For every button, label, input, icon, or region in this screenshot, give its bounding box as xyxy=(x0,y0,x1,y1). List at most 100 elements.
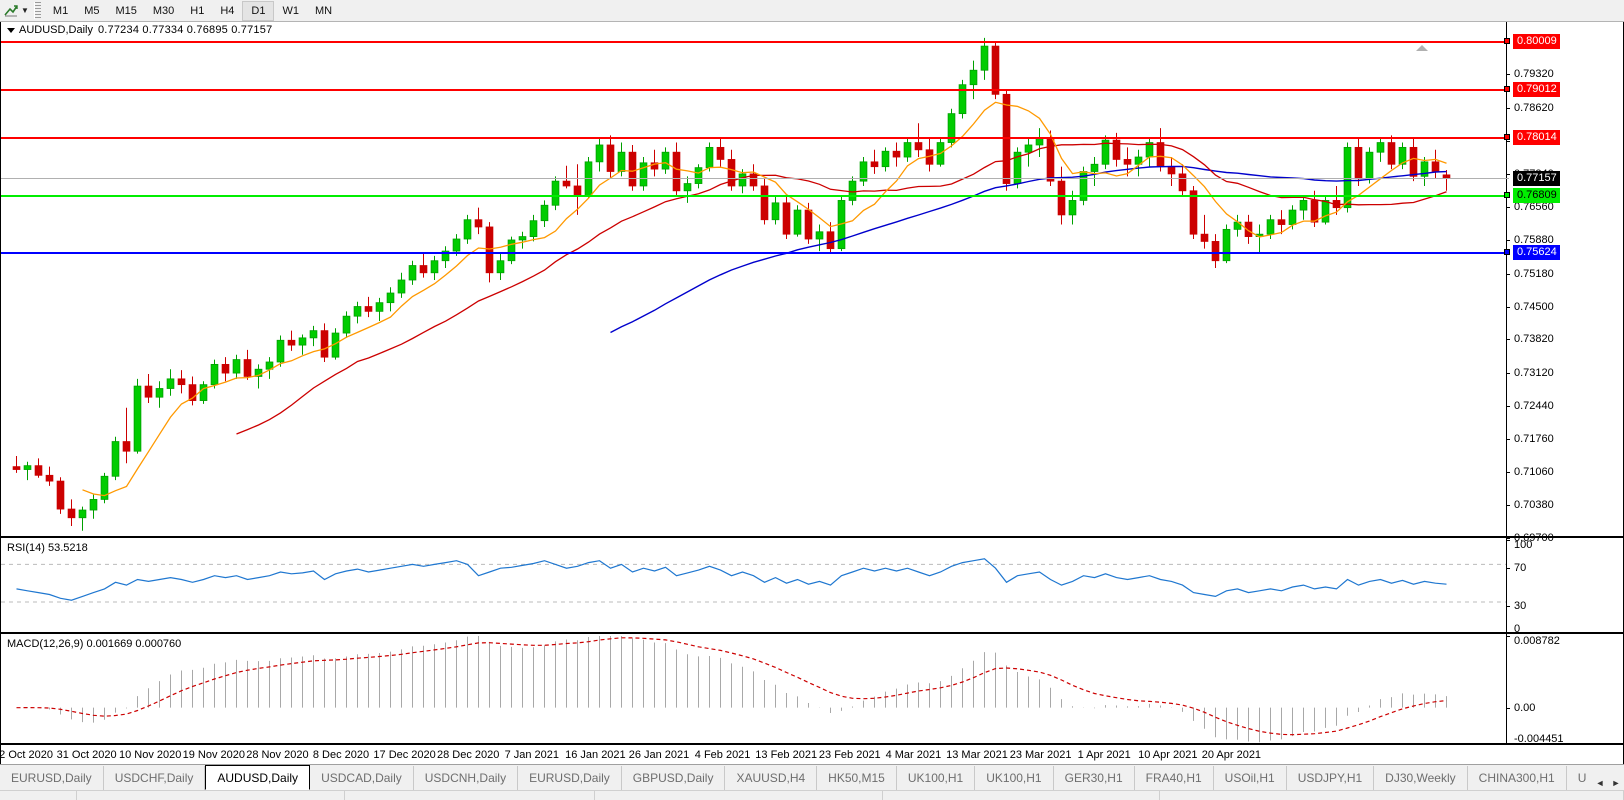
level-line-support-2[interactable] xyxy=(1,252,1509,255)
chart-tab-china300-h1[interactable]: CHINA300,H1 xyxy=(1468,766,1567,790)
price-tick-mark xyxy=(1506,339,1510,341)
candle-body xyxy=(496,260,505,274)
chart-tools-icon[interactable] xyxy=(2,2,20,20)
chart-tab-eurusd-daily[interactable]: EURUSD,Daily xyxy=(518,766,622,790)
price-tick-label: 0.71060 xyxy=(1514,466,1554,479)
level-line-resistance-1[interactable] xyxy=(1,40,1509,43)
candle-body xyxy=(892,150,901,158)
timeframe-h1[interactable]: H1 xyxy=(190,4,205,17)
candle-body xyxy=(672,151,681,192)
candle-body xyxy=(628,151,637,187)
candle-body xyxy=(529,220,538,237)
candle-body xyxy=(540,204,549,222)
level-handle-support-2[interactable] xyxy=(1504,249,1510,256)
price-tick-mark xyxy=(1506,174,1510,176)
chart-tab-audusd-daily[interactable]: AUDUSD,Daily xyxy=(205,765,311,790)
price-tag-current-price[interactable]: 0.77157 xyxy=(1513,171,1560,187)
date-tick-label: 4 Feb 2021 xyxy=(694,749,751,761)
chart-tab-usdcad-daily[interactable]: USDCAD,Daily xyxy=(310,766,414,790)
scroll-marker-icon xyxy=(1416,45,1428,51)
timeframe-m1[interactable]: M1 xyxy=(52,4,69,17)
tab-scroll-left-icon[interactable]: ◄ xyxy=(1595,777,1605,788)
candle-body xyxy=(958,84,967,115)
candle-body xyxy=(298,337,307,346)
chart-tab-dj30-weekly[interactable]: DJ30,Weekly xyxy=(1374,766,1468,790)
macd-tick-mark xyxy=(1506,743,1510,744)
timeframe-h4[interactable]: H4 xyxy=(220,4,235,17)
rsi-pane[interactable]: RSI(14) 53.5218 100 70 30 0 xyxy=(1,540,1623,635)
price-tick-mark xyxy=(1506,107,1510,109)
candle-body xyxy=(56,480,65,510)
candle-body xyxy=(320,330,329,358)
price-pane[interactable]: AUDUSD,Daily 0.77234 0.77334 0.76895 0.77… xyxy=(1,22,1623,544)
price-tag-support-1[interactable]: 0.76809 xyxy=(1513,188,1560,204)
chart-canvas[interactable]: AUDUSD,Daily 0.77234 0.77334 0.76895 0.77… xyxy=(0,22,1624,764)
chart-symbol-label: AUDUSD,Daily 0.77234 0.77334 0.76895 0.77… xyxy=(5,24,275,36)
chart-menu-arrow-icon[interactable] xyxy=(7,27,15,33)
level-line-current-price[interactable] xyxy=(1,178,1509,180)
chart-tab-hk50-m15[interactable]: HK50,M15 xyxy=(817,766,897,790)
level-line-support-1[interactable] xyxy=(1,195,1509,198)
toolbar-grip-icon[interactable] xyxy=(33,2,41,19)
candle-body xyxy=(1090,163,1099,172)
candle-body xyxy=(243,359,252,377)
candle-body xyxy=(1046,137,1055,182)
candle-body xyxy=(826,231,835,250)
timeframe-m30[interactable]: M30 xyxy=(152,4,175,17)
chart-tab-eurusd-daily[interactable]: EURUSD,Daily xyxy=(0,766,104,790)
chart-tab-ger30-h1[interactable]: GER30,H1 xyxy=(1054,766,1135,790)
level-handle-resistance-2[interactable] xyxy=(1504,85,1510,92)
price-tick-label: 0.73820 xyxy=(1514,333,1554,346)
candle-body xyxy=(364,306,373,312)
candle-body xyxy=(518,236,527,241)
level-line-resistance-2[interactable] xyxy=(1,88,1509,91)
level-line-resistance-3[interactable] xyxy=(1,137,1509,140)
candle-body xyxy=(342,315,351,334)
timeframe-d1[interactable]: D1 xyxy=(242,0,275,21)
price-tag-support-2[interactable]: 0.75624 xyxy=(1513,245,1560,261)
macd-tick-label: 0.00 xyxy=(1514,701,1536,714)
date-tick-label: 23 Mar 2021 xyxy=(1009,749,1072,761)
candle-body xyxy=(606,144,615,172)
macd-plot-area xyxy=(1,636,1506,743)
chart-tab-fra40-h1[interactable]: FRA40,H1 xyxy=(1135,766,1214,790)
timeframe-m15[interactable]: M15 xyxy=(115,4,137,17)
candle-body xyxy=(34,465,43,476)
chart-tab-usdjpy-h1[interactable]: USDJPY,H1 xyxy=(1287,766,1375,790)
chart-tab-xauusd-h4[interactable]: XAUUSD,H4 xyxy=(725,766,818,790)
candle-body xyxy=(166,378,175,389)
candle-body xyxy=(694,167,703,184)
candle-body xyxy=(749,173,758,187)
dropdown-arrow-icon[interactable]: ▼ xyxy=(21,6,29,15)
chart-tab-usdchf-daily[interactable]: USDCHF,Daily xyxy=(104,766,206,790)
chart-tab-u[interactable]: U xyxy=(1567,766,1592,790)
macd-pane[interactable]: MACD(12,26,9) 0.001669 0.000760 0.008782… xyxy=(1,636,1623,745)
candle-body xyxy=(914,142,923,151)
chart-tab-usdcnh-daily[interactable]: USDCNH,Daily xyxy=(414,766,519,790)
symbol-text: AUDUSD,Daily xyxy=(19,24,93,36)
candle-body xyxy=(1420,161,1429,177)
timeframe-m5[interactable]: M5 xyxy=(84,4,100,17)
timeframe-w1[interactable]: W1 xyxy=(282,4,299,17)
chart-tab-uk100-h1[interactable]: UK100,H1 xyxy=(897,766,976,790)
level-handle-support-1[interactable] xyxy=(1504,192,1510,199)
candle-body xyxy=(1299,200,1308,211)
rsi-label: RSI(14) 53.5218 xyxy=(5,542,90,554)
chart-tab-gbpusd-daily[interactable]: GBPUSD,Daily xyxy=(622,766,726,790)
candle-body xyxy=(859,161,868,182)
chart-tab-usoil-h1[interactable]: USOil,H1 xyxy=(1214,766,1287,790)
chart-tab-uk100-h1[interactable]: UK100,H1 xyxy=(975,766,1054,790)
level-handle-resistance-1[interactable] xyxy=(1504,37,1510,44)
rsi-tick-label: 70 xyxy=(1514,562,1527,575)
date-tick-label: 7 Jan 2021 xyxy=(504,749,560,761)
price-tag-resistance-1[interactable]: 0.80009 xyxy=(1513,33,1560,49)
price-tick-mark xyxy=(1506,207,1510,209)
date-tick-label: 31 Oct 2020 xyxy=(56,749,117,761)
level-handle-resistance-3[interactable] xyxy=(1504,134,1510,141)
candle-body xyxy=(573,185,582,197)
tab-scroll-right-icon[interactable]: ► xyxy=(1611,777,1621,788)
price-tag-resistance-2[interactable]: 0.79012 xyxy=(1513,81,1560,97)
price-tag-resistance-3[interactable]: 0.78014 xyxy=(1513,130,1560,146)
price-tick-mark xyxy=(1506,273,1510,275)
timeframe-mn[interactable]: MN xyxy=(314,4,333,17)
